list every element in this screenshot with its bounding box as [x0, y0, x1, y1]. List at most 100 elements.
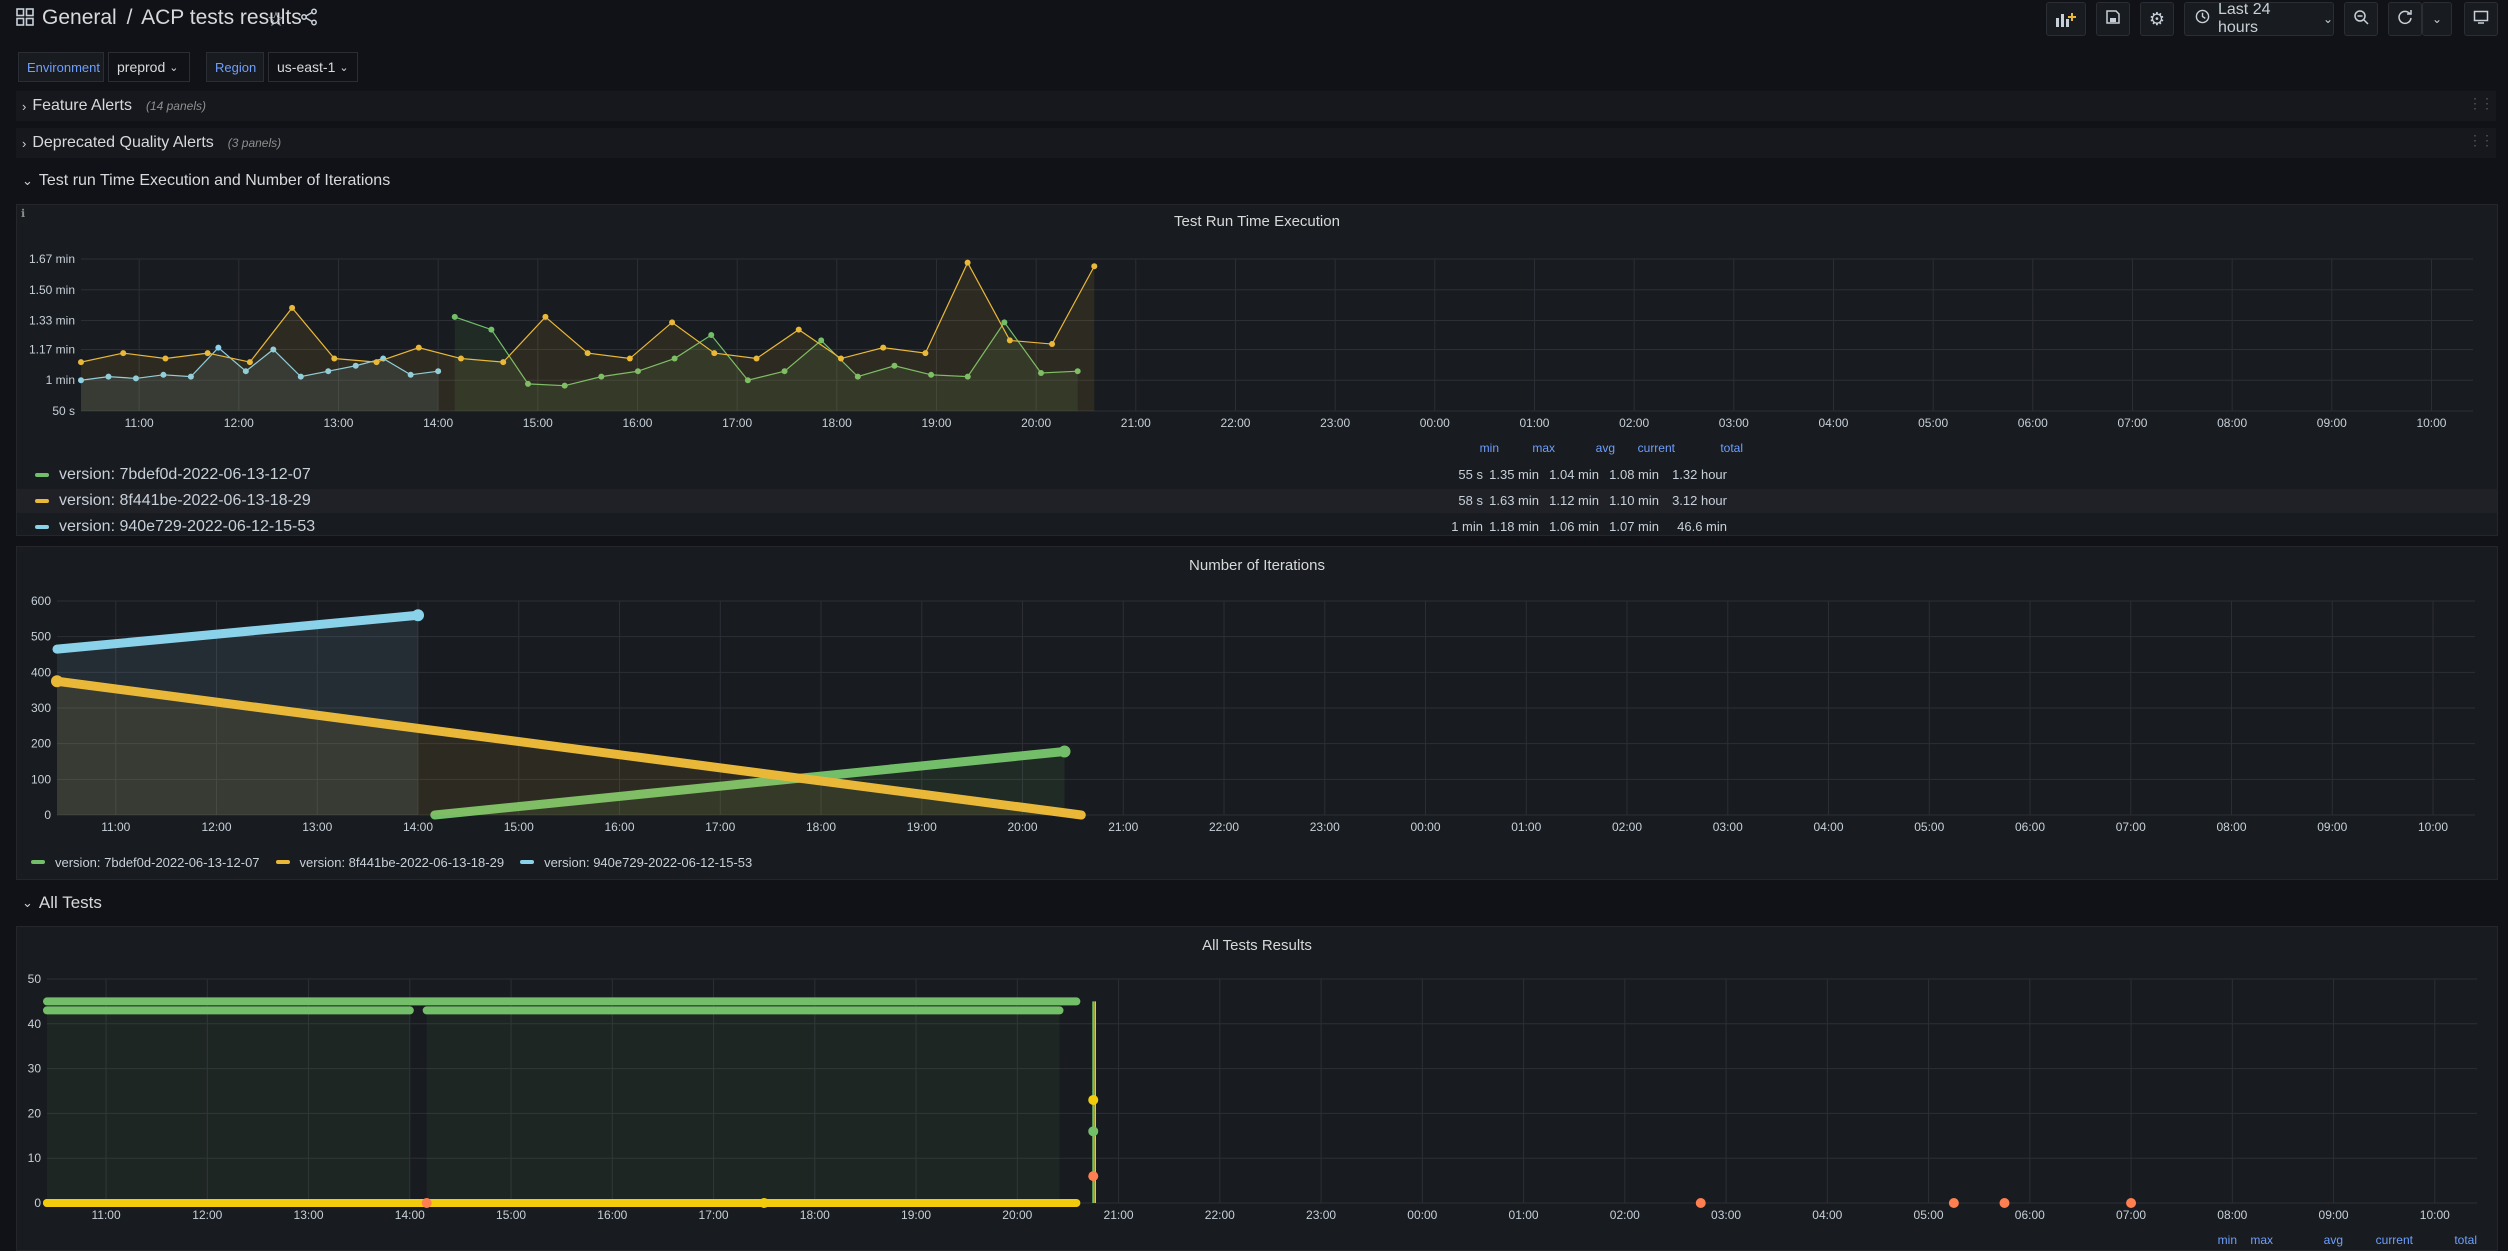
x-tick-label: 15:00: [523, 416, 553, 430]
tv-mode-button[interactable]: [2464, 2, 2498, 36]
x-tick-label: 20:00: [1021, 416, 1051, 430]
x-tick-label: 18:00: [806, 820, 836, 834]
x-tick-label: 11:00: [125, 416, 154, 430]
execution-time-chart[interactable]: 1.67 min 1.50 min 1.33 min 1.17 min 1 min 50 …: [17, 241, 2497, 461]
legend-series-name: version: 940e729-2022-06-12-15-53: [59, 518, 316, 535]
x-tick-label: 20:00: [1008, 820, 1038, 834]
legend-value-total: 1.32 hour: [1672, 467, 1727, 482]
all-tests-chart[interactable]: 50 40 30 20 10 0 11:00 12:00 13:00 14:00 15:00 16:0…: [17, 963, 2497, 1233]
x-tick-label: 10:00: [2418, 820, 2448, 834]
legend-header-total[interactable]: total: [2454, 1233, 2477, 1247]
x-tick-label: 22:00: [1209, 820, 1239, 834]
row-deprecated-alerts[interactable]: › Deprecated Quality Alerts (3 panels) ⋮…: [16, 128, 2496, 158]
gear-icon: ⚙: [2148, 8, 2166, 29]
refresh-interval-dropdown[interactable]: ⌄: [2422, 2, 2452, 36]
chevron-down-icon: ⌄: [2431, 12, 2443, 26]
chevron-right-icon: ›: [22, 98, 27, 114]
x-tick-label: 04:00: [1814, 820, 1844, 834]
legend-series-name: version: 7bdef0d-2022-06-13-12-07: [55, 854, 260, 870]
legend-item[interactable]: version: 7bdef0d-2022-06-13-12-07: [31, 855, 260, 870]
x-tick-label: 14:00: [395, 1208, 425, 1222]
legend-row[interactable]: version: 8f441be-2022-06-13-18-29 58 s 1.6…: [17, 489, 2497, 513]
legend-item[interactable]: version: 940e729-2022-06-12-15-53: [520, 855, 752, 870]
zoom-out-button[interactable]: [2344, 2, 2378, 36]
x-tick-label: 21:00: [1121, 416, 1151, 430]
data-point: [753, 355, 760, 362]
legend-header-avg[interactable]: avg: [1595, 441, 1615, 455]
legend-header-min[interactable]: min: [2217, 1233, 2237, 1247]
info-icon[interactable]: ℹ: [21, 208, 26, 220]
x-tick-label: 13:00: [302, 820, 332, 834]
legend-header-total[interactable]: total: [1720, 441, 1743, 455]
row-feature-alerts[interactable]: › Feature Alerts (14 panels) ⋮⋮: [16, 91, 2496, 121]
legend-item[interactable]: version: 8f441be-2022-06-13-18-29: [275, 855, 504, 870]
region-select[interactable]: us-east-1 ⌄: [268, 52, 358, 82]
x-tick-label: 19:00: [901, 1208, 931, 1222]
drag-handle-icon[interactable]: ⋮⋮: [2468, 132, 2494, 148]
row-all-tests[interactable]: ⌄ All Tests: [16, 888, 2496, 918]
legend-value-current: 1.10 min: [1609, 493, 1659, 508]
x-tick-label: 16:00: [622, 416, 652, 430]
panel-title: Number of Iterations: [1189, 557, 1325, 574]
breadcrumb-folder[interactable]: General: [42, 6, 117, 29]
y-tick-label: 100: [31, 772, 51, 786]
data-point: [325, 368, 332, 375]
data-point: [561, 382, 568, 389]
share-icon[interactable]: [300, 8, 318, 31]
data-point: [880, 344, 887, 351]
series-area: [57, 615, 419, 815]
x-tick-label: 16:00: [605, 820, 635, 834]
legend-header-avg[interactable]: avg: [2323, 1233, 2343, 1247]
row-test-run[interactable]: ⌄ Test run Time Execution and Number of …: [16, 166, 2496, 196]
legend-swatch: [35, 499, 49, 503]
dashboard-settings-button[interactable]: ⚙: [2140, 2, 2174, 36]
row-title: Feature Alerts: [32, 97, 132, 114]
x-tick-label: 05:00: [1918, 416, 1948, 430]
x-tick-label: 03:00: [1713, 820, 1743, 834]
x-tick-label: 17:00: [699, 1208, 729, 1222]
legend-header-min[interactable]: min: [1479, 441, 1499, 455]
series-line: [52, 676, 1086, 820]
dashboard-title[interactable]: ACP tests results: [141, 6, 302, 29]
series-line: [454, 316, 1078, 387]
data-point: [1088, 1094, 1099, 1105]
legend-header-max[interactable]: max: [2250, 1233, 2273, 1247]
save-dashboard-button[interactable]: [2096, 2, 2130, 36]
star-icon[interactable]: ☆: [267, 9, 285, 31]
zoom-out-icon: [2353, 9, 2369, 30]
legend-header-current[interactable]: current: [2375, 1233, 2413, 1247]
data-point: [708, 332, 715, 338]
clock-icon: [2195, 9, 2210, 29]
series-line: [80, 346, 439, 381]
all-tests-legend-header: min max avg current total: [17, 1231, 2497, 1251]
x-tick-label: 00:00: [1407, 1208, 1437, 1222]
data-point: [598, 373, 605, 380]
data-point: [1038, 370, 1045, 376]
data-point: [759, 1198, 770, 1208]
legend-header-max[interactable]: max: [1532, 441, 1555, 455]
data-point: [407, 371, 414, 378]
time-picker-button[interactable]: Last 24 hours ⌄: [2184, 1, 2334, 36]
x-tick-label: 03:00: [1719, 416, 1749, 430]
environment-select[interactable]: preprod ⌄: [108, 52, 190, 82]
refresh-button[interactable]: [2388, 2, 2422, 36]
legend-row[interactable]: version: 7bdef0d-2022-06-13-12-07 55 s 1.3…: [17, 463, 2497, 487]
series-area: [81, 347, 439, 411]
add-panel-button[interactable]: [2046, 2, 2086, 36]
x-tick-label: 01:00: [1509, 1208, 1539, 1222]
data-point: [78, 359, 84, 366]
dashboard-grid-icon[interactable]: [16, 8, 34, 31]
x-tick-label: 00:00: [1411, 820, 1441, 834]
data-point: [215, 344, 222, 351]
legend-value-min: 55 s: [1458, 467, 1483, 482]
data-point: [373, 359, 380, 366]
series-area: [81, 262, 1095, 411]
legend-header-current[interactable]: current: [1637, 441, 1675, 455]
x-tick-label: 12:00: [202, 820, 232, 834]
save-icon: [2105, 9, 2121, 30]
x-tick-label: 22:00: [1205, 1208, 1235, 1222]
legend-row[interactable]: version: 940e729-2022-06-12-15-53 1 min 1.…: [17, 515, 2497, 539]
drag-handle-icon[interactable]: ⋮⋮: [2468, 95, 2494, 111]
breadcrumb: General / ACP tests results: [42, 6, 302, 30]
iterations-chart[interactable]: 600 500 400 300 200 100 0 11:00 12:00 13:00 14:00 1…: [17, 583, 2497, 853]
